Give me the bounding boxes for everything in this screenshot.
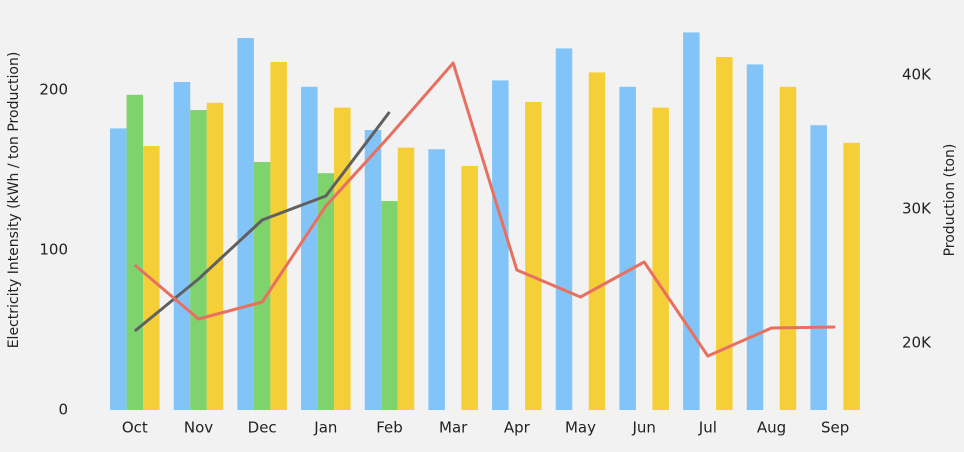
bar	[110, 128, 127, 410]
bar	[683, 32, 700, 411]
bar	[206, 102, 224, 411]
bar	[364, 130, 382, 410]
y-tick-label: 0	[58, 401, 68, 419]
x-tick-label: Nov	[184, 419, 213, 437]
bar	[237, 38, 254, 410]
x-tick-label: Jul	[698, 419, 717, 437]
bar	[334, 107, 351, 410]
bar	[555, 48, 573, 411]
bar	[525, 102, 542, 410]
bar	[588, 72, 606, 411]
bar	[173, 82, 191, 410]
bar	[843, 142, 860, 411]
bar	[461, 166, 478, 410]
bar	[619, 86, 636, 411]
x-tick-label: Oct	[122, 419, 148, 437]
y2-tick-label: 40K	[902, 66, 932, 84]
bar	[190, 110, 207, 410]
x-tick-label: Dec	[248, 419, 277, 437]
bar	[317, 173, 335, 410]
y2-tick-label: 30K	[902, 200, 932, 218]
y-tick-label: 100	[39, 241, 68, 259]
y-axis-label: Electricity Intensity (kWh / ton Product…	[6, 52, 22, 349]
bar	[126, 94, 144, 411]
bar	[301, 86, 318, 411]
x-tick-label: Apr	[504, 419, 531, 437]
bar	[652, 107, 669, 410]
bar	[270, 62, 287, 410]
bar	[810, 125, 827, 410]
bar	[397, 147, 415, 410]
bar	[381, 201, 398, 410]
bar	[779, 86, 797, 411]
bar	[746, 64, 764, 411]
x-tick-label: Aug	[757, 419, 786, 437]
line	[133, 111, 391, 333]
y-tick-label: 200	[39, 81, 68, 99]
line	[133, 61, 836, 358]
y2-tick-label: 20K	[902, 334, 932, 352]
y2-axis-label: Production (ton)	[942, 144, 958, 257]
bar	[428, 149, 445, 410]
x-tick-label: Mar	[439, 419, 468, 437]
bar	[716, 57, 733, 410]
bar	[492, 80, 509, 411]
x-tick-label: Jun	[631, 419, 655, 437]
x-tick-label: Jan	[313, 419, 337, 437]
x-tick-label: May	[565, 419, 596, 437]
x-tick-label: Sep	[821, 419, 849, 437]
bar	[253, 162, 271, 410]
x-tick-label: Feb	[376, 419, 403, 437]
